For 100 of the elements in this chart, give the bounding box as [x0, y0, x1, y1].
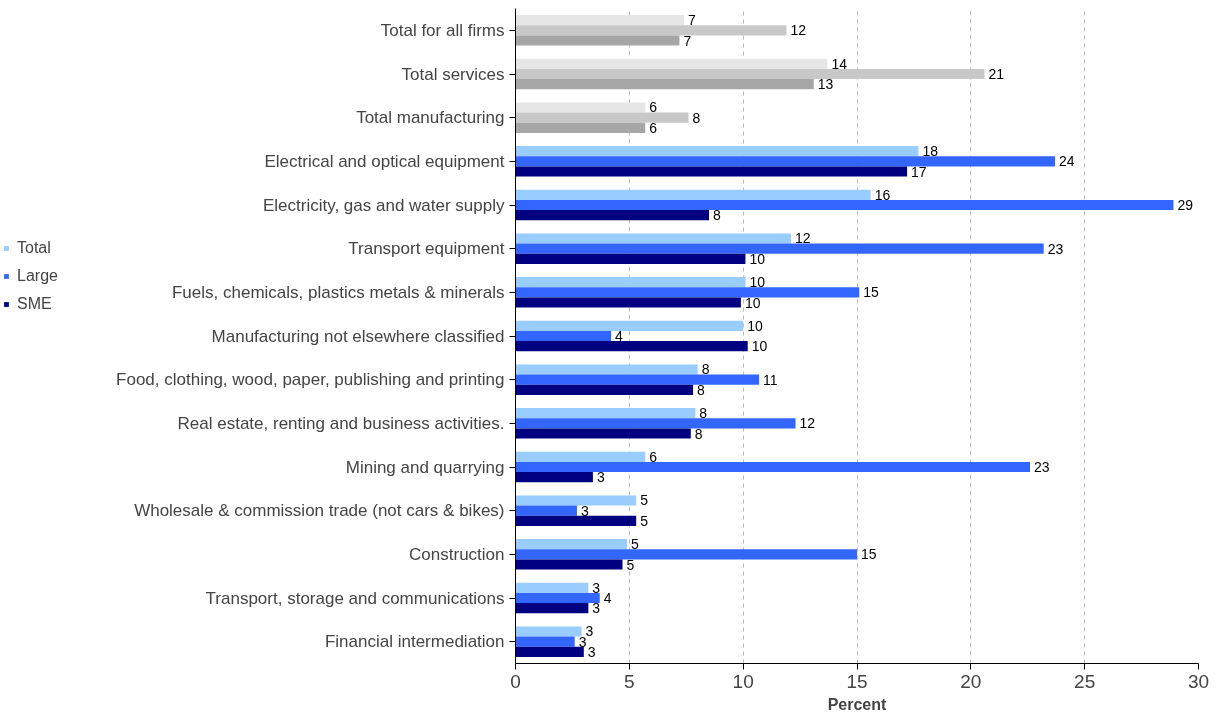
data-label: 10	[747, 317, 763, 334]
data-label: 3	[592, 579, 601, 596]
data-label: 5	[626, 556, 635, 573]
y-tick-label: Construction	[409, 544, 505, 564]
data-label: 11	[763, 371, 778, 388]
data-label: 3	[592, 600, 601, 617]
x-tick-label: 20	[960, 670, 982, 692]
bar	[515, 384, 694, 395]
y-tick-label: Wholesale & commission trade (not cars & bikes)	[134, 501, 505, 521]
data-label: 24	[1059, 153, 1075, 170]
y-tick-label: Total for all firms	[380, 20, 505, 40]
bar	[515, 451, 646, 462]
bar	[515, 472, 593, 483]
x-tick-label: 15	[846, 670, 868, 692]
bar	[515, 189, 871, 200]
legend-label: Total	[17, 239, 51, 257]
bar	[515, 79, 814, 90]
bar	[515, 297, 741, 308]
bar	[515, 330, 612, 342]
bar	[515, 408, 696, 419]
y-tick-label: Mining and quarrying	[345, 457, 505, 477]
y-tick-label: Financial intermediation	[324, 632, 505, 652]
data-label: 4	[615, 328, 624, 344]
data-label: 8	[713, 207, 722, 224]
x-tick-label: 5	[624, 670, 635, 692]
data-label: 15	[863, 284, 880, 301]
data-label: 12	[790, 22, 807, 39]
bar	[515, 156, 1056, 167]
x-axis-title: Percent	[827, 695, 888, 713]
bar	[515, 592, 600, 604]
data-label: 18	[922, 143, 939, 160]
bar	[515, 233, 791, 244]
data-label: 13	[817, 76, 834, 93]
x-tick-label: 30	[1187, 670, 1210, 692]
data-label: 8	[699, 405, 708, 422]
bar	[515, 505, 577, 516]
bar	[515, 549, 857, 560]
y-tick-label: Transport, storage and communications	[205, 588, 505, 608]
data-label: 10	[749, 274, 766, 291]
bar	[515, 166, 908, 177]
bar	[515, 25, 787, 36]
bar	[515, 636, 575, 647]
bar	[515, 582, 589, 593]
bar	[515, 112, 689, 123]
y-tick-label: Real estate, renting and business activities.	[177, 413, 505, 433]
data-label: 7	[683, 32, 692, 49]
bar	[515, 146, 919, 157]
y-tick-label: Manufacturing not elsewhere classified	[211, 326, 505, 346]
bar	[515, 515, 637, 526]
data-label: 7	[687, 12, 696, 29]
bar	[515, 122, 646, 133]
data-label: 6	[649, 448, 658, 465]
bar	[515, 102, 646, 113]
data-label: 3	[587, 643, 596, 660]
y-tick-label: Food, clothing, wood, paper, publishing and printing	[116, 370, 505, 390]
legend-label: SME	[17, 295, 52, 313]
data-label: 17	[911, 163, 927, 180]
data-label: 3	[580, 502, 589, 519]
y-tick-label: Transport equipment	[348, 239, 505, 259]
bar	[515, 341, 748, 352]
data-label: 8	[701, 361, 710, 378]
data-label: 4	[603, 590, 612, 606]
data-label: 23	[1034, 459, 1050, 475]
data-label: 10	[751, 338, 768, 355]
y-tick-label: Electrical and optical equipment	[264, 151, 505, 171]
data-label: 5	[640, 512, 649, 529]
bar	[515, 364, 698, 375]
data-label: 23	[1047, 240, 1064, 257]
data-label: 3	[578, 633, 587, 650]
bar	[515, 495, 637, 506]
data-label: 3	[585, 623, 594, 640]
data-label: 6	[649, 119, 658, 136]
bar	[515, 418, 796, 429]
y-tick-label: Fuels, chemicals, plastics metals & minerals	[171, 282, 505, 302]
bar	[515, 428, 691, 439]
bar	[515, 287, 860, 298]
x-tick-label: 0	[510, 670, 521, 692]
data-label: 8	[697, 381, 706, 398]
bar	[515, 603, 589, 614]
bar	[515, 15, 684, 26]
data-label: 16	[874, 186, 891, 203]
y-tick-label: Total manufacturing	[356, 108, 505, 128]
bar	[515, 58, 828, 69]
data-label: 5	[640, 492, 649, 509]
bar	[515, 68, 985, 80]
data-label: 5	[631, 536, 640, 553]
data-label: 29	[1177, 197, 1194, 213]
data-label: 21	[988, 66, 1005, 82]
y-tick-label: Total services	[401, 64, 505, 84]
data-label: 6	[649, 99, 658, 116]
legend-label: Large	[17, 267, 58, 285]
data-label: 12	[794, 230, 811, 247]
bar	[515, 243, 1044, 254]
bar	[515, 320, 744, 331]
y-tick-label: Electricity, gas and water supply	[262, 195, 505, 215]
data-label: 12	[799, 415, 816, 432]
bar	[515, 626, 582, 637]
bar	[515, 374, 760, 385]
bar	[515, 210, 710, 221]
bar	[515, 559, 623, 570]
